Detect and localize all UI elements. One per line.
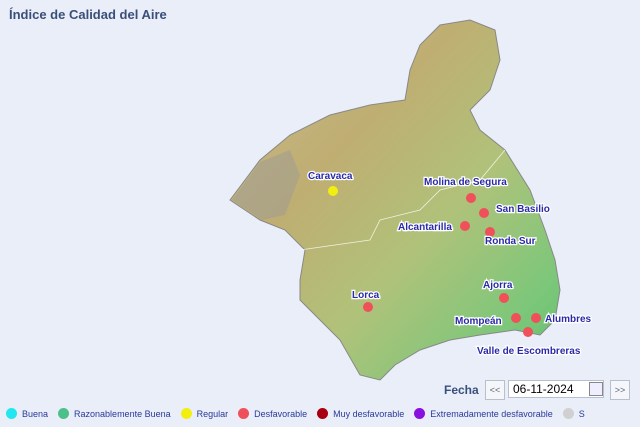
- station-label[interactable]: Alumbres: [544, 313, 593, 327]
- station-marker[interactable]: [363, 302, 373, 312]
- date-label: Fecha: [444, 383, 479, 397]
- legend-item: Regular: [180, 408, 228, 419]
- station-label[interactable]: San Basilio: [495, 203, 551, 217]
- legend-dot: [58, 408, 70, 419]
- station-marker[interactable]: [479, 208, 489, 218]
- previous-day-button[interactable]: <<: [485, 380, 505, 400]
- legend-dot: [562, 408, 574, 419]
- legend-item: Buena: [6, 408, 48, 419]
- district-borders: [299, 149, 506, 251]
- legend-dot: [414, 408, 426, 419]
- legend-item: Extremadamente desfavorable: [414, 408, 553, 419]
- legend-dot: [180, 408, 192, 419]
- station-marker[interactable]: [523, 327, 533, 337]
- station-marker[interactable]: [499, 293, 509, 303]
- station-marker[interactable]: [485, 227, 495, 237]
- station-marker[interactable]: [328, 186, 338, 196]
- page-title: Índice de Calidad del Aire: [9, 7, 167, 22]
- station-label[interactable]: Lorca: [351, 289, 381, 303]
- legend-dot: [6, 408, 17, 419]
- station-label[interactable]: Mompeán: [454, 315, 503, 329]
- station-marker[interactable]: [511, 313, 521, 323]
- calendar-icon[interactable]: [589, 382, 603, 396]
- station-label[interactable]: Valle de Escombreras: [476, 345, 582, 359]
- murcia-region-shape: [229, 19, 561, 381]
- legend-item: Muy desfavorable: [317, 408, 404, 419]
- date-input[interactable]: [508, 380, 604, 398]
- station-label[interactable]: Alcantarilla: [397, 221, 454, 235]
- station-marker[interactable]: [460, 221, 470, 231]
- legend-dot: [238, 408, 250, 419]
- station-marker[interactable]: [531, 313, 541, 323]
- legend: Buena Razonablemente Buena Regular Desfa…: [6, 408, 585, 419]
- next-day-button[interactable]: >>: [610, 380, 630, 400]
- west-mountains: [232, 150, 300, 220]
- station-marker[interactable]: [466, 193, 476, 203]
- station-label[interactable]: Molina de Segura: [423, 176, 509, 190]
- station-label[interactable]: Ajorra: [482, 279, 514, 293]
- legend-item: Razonablemente Buena: [58, 408, 171, 419]
- legend-item: S: [562, 408, 585, 419]
- station-label[interactable]: Caravaca: [307, 170, 354, 184]
- station-label[interactable]: Ronda Sur: [484, 235, 537, 249]
- legend-item: Desfavorable: [238, 408, 307, 419]
- legend-dot: [317, 408, 329, 419]
